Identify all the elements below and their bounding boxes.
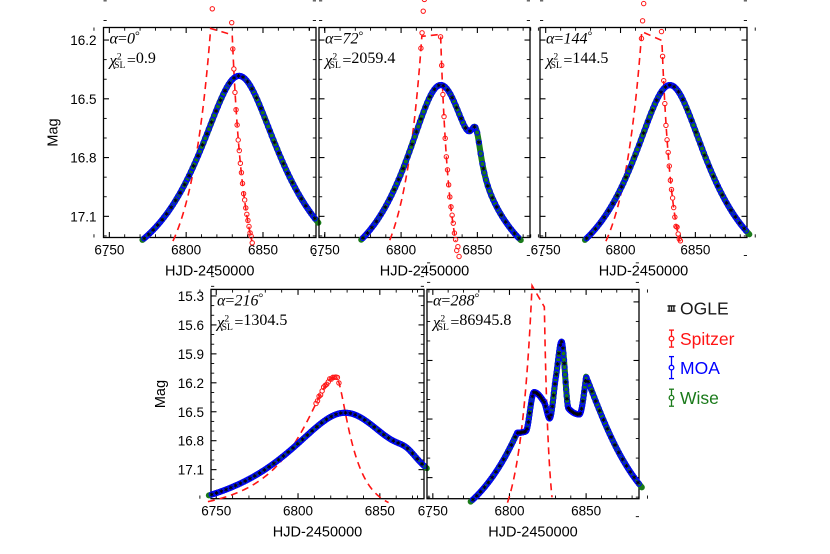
svg-text:α=216°: α=216° xyxy=(217,290,263,309)
svg-text:Mag: Mag xyxy=(153,380,169,408)
svg-text:HJD-2450000: HJD-2450000 xyxy=(165,264,254,280)
svg-text:6800: 6800 xyxy=(171,243,201,258)
svg-text:α=0°: α=0° xyxy=(110,29,140,48)
svg-text:6800: 6800 xyxy=(386,243,416,258)
svg-text:6850: 6850 xyxy=(571,504,601,519)
svg-text:15.9: 15.9 xyxy=(178,347,204,362)
svg-text:HJD-2450000: HJD-2450000 xyxy=(273,525,362,541)
svg-text:MOA: MOA xyxy=(680,358,720,378)
svg-text:6750: 6750 xyxy=(94,243,124,258)
svg-text:16.5: 16.5 xyxy=(70,92,96,107)
svg-text:17.1: 17.1 xyxy=(70,209,96,224)
svg-text:Mag: Mag xyxy=(46,118,62,146)
svg-text:6850: 6850 xyxy=(680,243,710,258)
svg-text:15.6: 15.6 xyxy=(178,318,204,333)
svg-text:6800: 6800 xyxy=(605,243,635,258)
svg-text:6750: 6750 xyxy=(531,243,561,258)
svg-text:6800: 6800 xyxy=(283,504,313,519)
svg-text:6750: 6750 xyxy=(310,243,340,258)
svg-text:16.8: 16.8 xyxy=(178,434,204,449)
svg-text:Spitzer: Spitzer xyxy=(680,329,735,349)
svg-text:6750: 6750 xyxy=(418,504,448,519)
svg-text:HJD-2450000: HJD-2450000 xyxy=(599,264,688,280)
svg-text:16.2: 16.2 xyxy=(178,376,204,391)
svg-text:α=72°: α=72° xyxy=(325,29,363,48)
svg-text:16.2: 16.2 xyxy=(70,33,96,48)
svg-text:16.8: 16.8 xyxy=(70,151,96,166)
svg-text:HJD-2450000: HJD-2450000 xyxy=(488,525,577,541)
svg-text:17.1: 17.1 xyxy=(178,463,204,478)
svg-text:α=144°: α=144° xyxy=(546,29,592,48)
svg-text:Wise: Wise xyxy=(680,388,719,408)
svg-text:6800: 6800 xyxy=(494,504,524,519)
svg-text:6850: 6850 xyxy=(462,243,492,258)
svg-text:16.5: 16.5 xyxy=(178,405,204,420)
svg-text:HJD-2450000: HJD-2450000 xyxy=(380,264,469,280)
svg-text:OGLE: OGLE xyxy=(680,299,729,319)
svg-text:6850: 6850 xyxy=(365,504,395,519)
svg-text:6750: 6750 xyxy=(201,504,231,519)
svg-text:α=288°: α=288° xyxy=(433,290,479,309)
svg-text:15.3: 15.3 xyxy=(178,289,204,304)
